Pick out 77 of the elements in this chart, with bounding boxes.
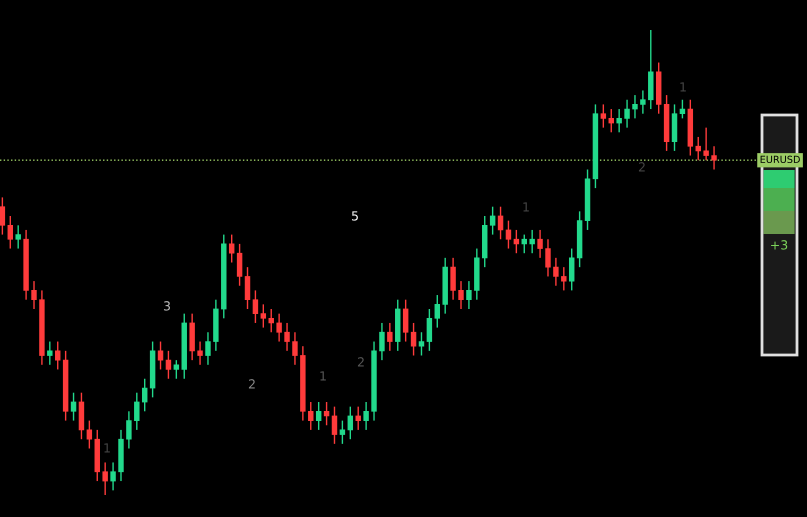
candlestick xyxy=(284,322,290,352)
candlestick xyxy=(506,220,512,250)
candlestick xyxy=(205,332,211,366)
candlestick xyxy=(332,406,338,445)
candlestick xyxy=(600,104,606,128)
candlestick xyxy=(680,99,686,120)
candlestick xyxy=(86,420,92,450)
candlestick xyxy=(608,108,614,133)
candlestick xyxy=(276,312,282,342)
candlestick xyxy=(410,322,416,356)
candlestick xyxy=(387,322,393,352)
candlestick xyxy=(711,146,717,170)
ref-line-label: EURUSD xyxy=(760,156,800,164)
candlestick xyxy=(616,108,622,133)
candlestick xyxy=(31,280,37,310)
annotation: 3 xyxy=(164,301,170,311)
candlestick xyxy=(268,308,274,333)
candlestick xyxy=(47,340,53,366)
candlestick xyxy=(434,294,440,328)
candlestick xyxy=(197,340,203,366)
candlestick xyxy=(545,238,551,278)
candlestick xyxy=(316,401,322,431)
candlestick xyxy=(402,299,408,342)
candlestick xyxy=(260,304,266,328)
candlestick xyxy=(522,234,527,254)
candlestick xyxy=(142,378,148,412)
candlestick xyxy=(134,392,140,431)
candlestick xyxy=(340,420,346,445)
candlestick xyxy=(632,94,638,120)
candlestick xyxy=(696,136,701,161)
annotation: 2 xyxy=(638,162,645,172)
candlestick xyxy=(514,229,520,254)
candlestick xyxy=(308,401,314,431)
candlestick xyxy=(158,340,164,370)
candlestick xyxy=(640,90,646,114)
candlestick xyxy=(8,215,13,250)
candlestick xyxy=(348,406,354,440)
candlestick xyxy=(244,266,250,310)
candlestick xyxy=(15,224,21,250)
candlestick xyxy=(624,99,630,128)
candlestick xyxy=(490,206,496,236)
candlestick xyxy=(426,308,432,352)
candlestick xyxy=(553,257,559,286)
candlestick xyxy=(561,266,567,292)
candlestick xyxy=(55,340,60,370)
candlestick xyxy=(418,332,424,356)
candlestick xyxy=(498,206,504,240)
candlestick xyxy=(466,280,472,310)
candlestick xyxy=(703,126,709,161)
annotation: 1 xyxy=(523,202,529,212)
candlestick xyxy=(363,401,369,431)
candlestick xyxy=(166,350,172,380)
candlestick xyxy=(568,248,574,292)
candlestick xyxy=(458,280,464,310)
annotation: 1 xyxy=(320,371,326,380)
candlestick xyxy=(529,229,535,254)
candlestick xyxy=(537,229,543,259)
candlestick xyxy=(126,410,132,450)
annotation: 2 xyxy=(248,379,255,388)
candlestick xyxy=(324,401,330,426)
annotation: 2 xyxy=(358,357,364,366)
candlestick xyxy=(70,392,76,422)
text: +3 xyxy=(771,240,788,250)
candlestick xyxy=(174,359,180,380)
candlestick xyxy=(450,257,456,300)
candlestick xyxy=(110,462,116,492)
annotation: 1 xyxy=(104,443,110,452)
candlestick xyxy=(292,332,298,366)
annotation: 5 xyxy=(352,211,358,221)
candlestick xyxy=(236,243,242,286)
candlestick xyxy=(355,406,361,431)
candlestick xyxy=(102,462,108,496)
candlestick xyxy=(228,234,234,264)
annotation: 1 xyxy=(680,82,686,92)
candlestick xyxy=(252,290,258,324)
candlestick xyxy=(379,322,385,361)
candlestick xyxy=(0,196,6,236)
